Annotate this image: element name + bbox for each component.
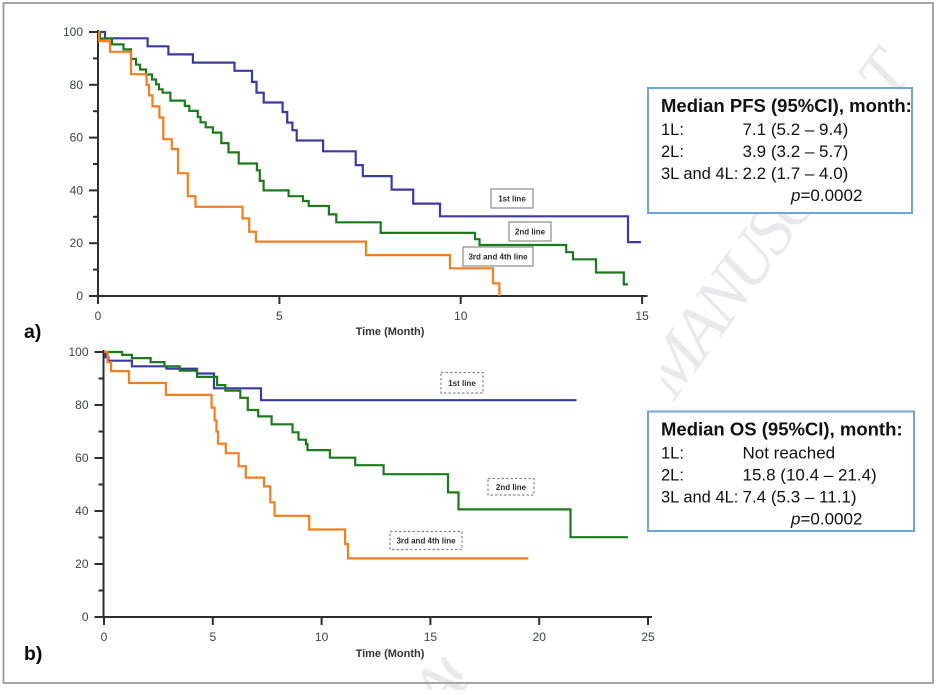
- svg-text:7.1 (5.2 – 9.4): 7.1 (5.2 – 9.4): [743, 120, 849, 139]
- svg-text:3L and 4L:: 3L and 4L:: [661, 165, 738, 183]
- svg-text:2nd line: 2nd line: [496, 483, 527, 492]
- svg-text:1st line: 1st line: [448, 379, 476, 388]
- svg-text:p=0.0002: p=0.0002: [790, 510, 862, 529]
- svg-text:100: 100: [63, 25, 83, 39]
- svg-text:b): b): [24, 643, 42, 665]
- svg-text:a): a): [24, 321, 41, 343]
- svg-text:5: 5: [276, 309, 283, 323]
- svg-text:Median PFS (95%CI), month:: Median PFS (95%CI), month:: [661, 95, 912, 116]
- svg-text:1L:: 1L:: [661, 121, 684, 139]
- svg-text:10: 10: [454, 309, 468, 323]
- svg-text:2L:: 2L:: [661, 143, 684, 161]
- svg-text:3L and 4L:: 3L and 4L:: [661, 489, 738, 507]
- svg-text:1st line: 1st line: [498, 195, 526, 204]
- svg-text:15.8 (10.4 – 21.4): 15.8 (10.4 – 21.4): [743, 466, 877, 485]
- svg-text:7.4 (5.3 – 11.1): 7.4 (5.3 – 11.1): [743, 488, 857, 507]
- svg-text:0: 0: [101, 630, 108, 644]
- svg-text:p=0.0002: p=0.0002: [790, 186, 862, 205]
- svg-text:0: 0: [82, 610, 89, 624]
- svg-text:3rd and 4th line: 3rd and 4th line: [468, 253, 528, 262]
- svg-text:100: 100: [68, 345, 88, 359]
- svg-text:2nd line: 2nd line: [515, 228, 546, 237]
- svg-text:10: 10: [315, 630, 329, 644]
- svg-text:60: 60: [70, 131, 84, 145]
- svg-text:0: 0: [76, 289, 83, 303]
- svg-text:80: 80: [70, 78, 84, 92]
- svg-text:20: 20: [75, 557, 89, 571]
- svg-text:3rd and 4th line: 3rd and 4th line: [396, 537, 456, 546]
- svg-text:Not reached: Not reached: [743, 444, 836, 463]
- svg-text:Time (Month): Time (Month): [356, 648, 425, 660]
- svg-text:40: 40: [70, 183, 84, 197]
- svg-text:0: 0: [95, 309, 102, 323]
- svg-text:15: 15: [635, 309, 649, 323]
- svg-text:Time (Month): Time (Month): [356, 326, 425, 338]
- svg-text:1L:: 1L:: [661, 445, 684, 463]
- svg-text:25: 25: [641, 630, 655, 644]
- svg-text:5: 5: [209, 630, 216, 644]
- svg-text:15: 15: [424, 630, 438, 644]
- svg-text:2L:: 2L:: [661, 467, 684, 485]
- svg-text:80: 80: [75, 398, 89, 412]
- svg-text:40: 40: [75, 504, 89, 518]
- svg-text:60: 60: [75, 451, 89, 465]
- svg-text:20: 20: [533, 630, 547, 644]
- svg-text:3.9 (3.2 – 5.7): 3.9 (3.2 – 5.7): [743, 142, 849, 161]
- svg-text:20: 20: [70, 236, 84, 250]
- svg-text:Median OS (95%CI), month:: Median OS (95%CI), month:: [661, 419, 903, 440]
- svg-text:2.2 (1.7 – 4.0): 2.2 (1.7 – 4.0): [743, 164, 849, 183]
